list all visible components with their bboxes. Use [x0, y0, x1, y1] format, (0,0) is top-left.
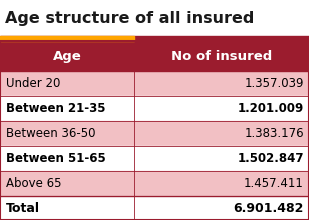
Text: Between 21-35: Between 21-35: [6, 102, 105, 115]
Text: 1.201.009: 1.201.009: [238, 102, 304, 115]
Text: 1.357.039: 1.357.039: [244, 77, 304, 90]
Bar: [0, 196, 309, 220]
Bar: [0, 36, 309, 41]
Text: Age structure of all insured: Age structure of all insured: [5, 11, 254, 26]
Text: Above 65: Above 65: [6, 177, 61, 190]
Bar: [0, 121, 309, 146]
Bar: [0, 41, 309, 220]
Text: Total: Total: [6, 202, 40, 214]
Text: Between 36-50: Between 36-50: [6, 127, 95, 140]
Text: 1.383.176: 1.383.176: [244, 127, 304, 140]
Bar: [0, 71, 309, 96]
Text: 1.502.847: 1.502.847: [238, 152, 304, 165]
Text: Between 51-65: Between 51-65: [6, 152, 106, 165]
Bar: [0, 96, 309, 121]
Bar: [0, 0, 309, 36]
Text: No of insured: No of insured: [171, 50, 272, 62]
Text: 1.457.411: 1.457.411: [244, 177, 304, 190]
Text: 6.901.482: 6.901.482: [234, 202, 304, 214]
Text: Age: Age: [53, 50, 82, 62]
Bar: [0, 146, 309, 171]
Text: Under 20: Under 20: [6, 77, 60, 90]
Bar: [0, 171, 309, 196]
Bar: [0, 41, 309, 71]
Bar: [0, 36, 134, 41]
